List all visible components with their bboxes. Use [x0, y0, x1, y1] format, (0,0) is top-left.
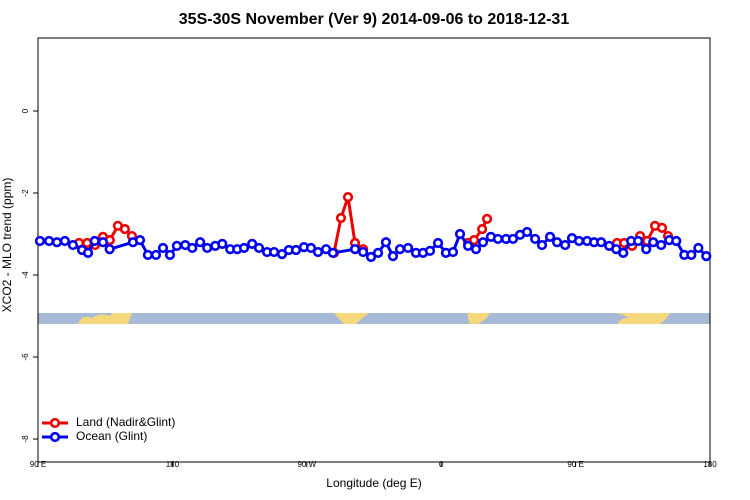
- data-point: [89, 235, 100, 247]
- data-point: [372, 247, 384, 258]
- data-point: [530, 233, 541, 245]
- data-point: [157, 242, 169, 254]
- data-point: [365, 251, 377, 263]
- y-tick-label: -8: [21, 435, 30, 443]
- data-point: [402, 242, 414, 254]
- data-point: [560, 239, 571, 251]
- data-point: [357, 246, 369, 258]
- data-point: [394, 244, 406, 255]
- data-point: [253, 242, 265, 254]
- ocean-band: [38, 313, 710, 324]
- chart-title: 35S-30S November (Ver 9) 2014-09-06 to 2…: [179, 11, 570, 28]
- land-patch: [334, 313, 369, 324]
- data-point: [618, 247, 629, 258]
- data-point: [432, 237, 444, 249]
- legend-label: Land (Nadir&Glint): [76, 415, 175, 429]
- data-point: [247, 238, 258, 249]
- data-point: [276, 249, 288, 260]
- data-point: [671, 235, 682, 247]
- data-point: [477, 223, 488, 235]
- data-point: [104, 244, 115, 255]
- data-point: [171, 240, 182, 251]
- data-point: [507, 233, 519, 245]
- data-point: [327, 247, 339, 258]
- data-point: [82, 247, 94, 258]
- data-point: [134, 235, 146, 246]
- data-point: [150, 249, 162, 261]
- data-point: [342, 192, 354, 203]
- data-point: [349, 244, 361, 255]
- data-point: [596, 237, 607, 248]
- y-tick-label: -2: [21, 189, 30, 197]
- data-point: [59, 235, 70, 247]
- data-point: [544, 231, 556, 242]
- data-point: [424, 245, 436, 256]
- data-point: [380, 237, 392, 248]
- x-axis-label: Longitude (deg E): [326, 476, 421, 490]
- x-tick-label: 180: [703, 460, 717, 469]
- data-point: [521, 226, 533, 238]
- data-point: [462, 240, 474, 251]
- data-point: [573, 235, 585, 247]
- legend-marker: [49, 431, 61, 443]
- data-point: [686, 249, 697, 261]
- data-point: [142, 249, 154, 261]
- y-axis-label: XCO2 - MLO trend (ppm): [0, 178, 14, 313]
- y-tick-label: -6: [21, 353, 30, 361]
- data-point: [481, 213, 493, 224]
- land-patch: [78, 313, 132, 324]
- data-point: [536, 239, 548, 251]
- data-point: [335, 212, 347, 224]
- data-point: [447, 246, 459, 258]
- legend-marker: [49, 417, 61, 429]
- data-point: [67, 239, 79, 251]
- data-point: [454, 228, 466, 240]
- data-point: [468, 235, 480, 246]
- land-patch: [614, 313, 670, 324]
- data-point: [187, 242, 198, 254]
- data-point: [701, 251, 712, 262]
- x-tick-label: 90 E: [30, 460, 46, 469]
- plot-frame: [37, 37, 711, 463]
- data-point: [51, 237, 63, 248]
- data-point: [477, 237, 489, 248]
- data-point: [268, 246, 280, 258]
- data-point: [492, 233, 504, 245]
- x-tick-label: 180: [166, 460, 180, 469]
- data-point: [34, 235, 46, 247]
- data-point: [551, 237, 563, 248]
- data-point: [43, 235, 55, 247]
- data-point: [97, 237, 109, 248]
- land-patch: [467, 313, 490, 324]
- data-point: [387, 251, 399, 262]
- data-point: [217, 238, 228, 249]
- data-point: [164, 249, 176, 261]
- x-tick-label: 90 E: [567, 460, 583, 469]
- legend-label: Ocean (Glint): [76, 429, 147, 443]
- y-tick-label: 0: [21, 108, 30, 113]
- data-point: [656, 239, 667, 251]
- data-point: [305, 242, 317, 254]
- data-point: [290, 244, 302, 256]
- data-point: [633, 235, 644, 247]
- data-point: [641, 244, 652, 255]
- data-point: [195, 237, 206, 248]
- x-tick-label: 90 W: [297, 460, 316, 469]
- data-point: [693, 242, 704, 254]
- y-tick-label: -4: [21, 271, 30, 279]
- data-point: [312, 246, 324, 258]
- data-point: [648, 237, 659, 248]
- data-point: [238, 242, 250, 254]
- data-point: [470, 244, 482, 255]
- data-point: [656, 222, 668, 233]
- data-point: [119, 223, 131, 235]
- surface-band: [38, 313, 710, 324]
- x-tick-label: 0: [439, 460, 444, 469]
- data-point: [202, 242, 213, 254]
